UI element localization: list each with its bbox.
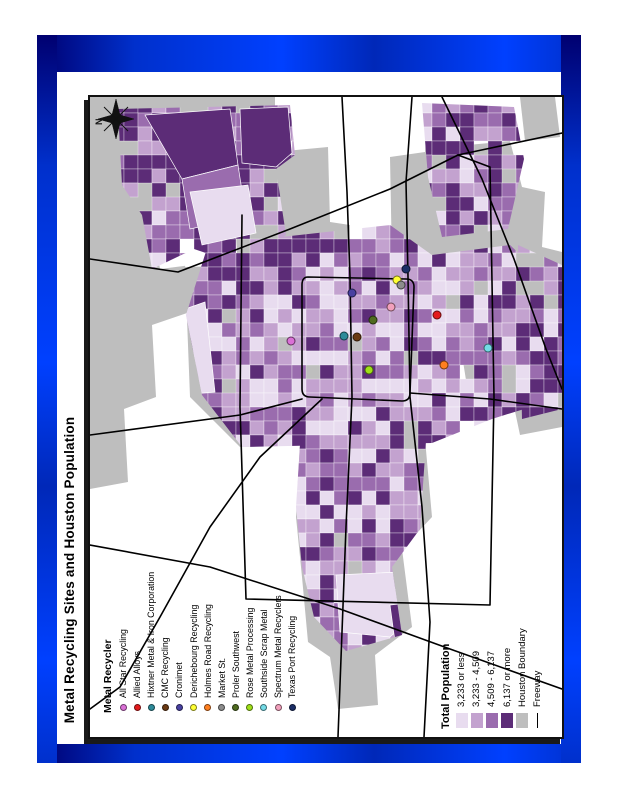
site-label: Rose Metal Processing	[244, 607, 255, 698]
metal-recycler-legend-items: All Star Recycling Allied Alloys Hixtner…	[116, 535, 299, 713]
legend-item: Allied Alloys	[130, 535, 144, 713]
freeway-line-icon	[537, 713, 539, 728]
legend-item: Rose Metal Processing	[243, 535, 257, 713]
legend-item: Proler Southwest	[229, 535, 243, 713]
site-label: Spectrum Metal Recyclers	[273, 595, 284, 698]
site-label: Holmes Road Recycling	[202, 604, 213, 698]
population-class-label: 6,137 or more	[501, 647, 513, 707]
population-class-swatch	[501, 713, 514, 728]
slide-frame-left	[37, 35, 57, 763]
houston-boundary-legend-row: Houston Boundary	[515, 593, 530, 729]
site-marker	[439, 360, 449, 370]
legend-item: Holmes Road Recycling	[201, 535, 215, 713]
north-label: N	[94, 119, 104, 126]
site-marker	[339, 331, 349, 341]
site-markers-layer	[90, 97, 562, 737]
site-dot-icon	[232, 704, 240, 711]
population-class-label: 3,233 or less	[456, 652, 468, 707]
slide-frame-right	[561, 35, 581, 763]
population-legend-items: 3,233 or less 3,233 - 4,509 4,509 - 6,13…	[454, 593, 515, 729]
site-label: All Star Recycling	[118, 629, 129, 698]
site-dot-icon	[175, 704, 183, 711]
metal-recycler-legend: Metal Recycler All Star Recycling Allied…	[101, 535, 313, 713]
freeway-lines	[90, 97, 562, 737]
site-dot-icon	[246, 704, 254, 711]
site-dot-icon	[218, 704, 226, 711]
site-dot-icon	[133, 704, 141, 711]
site-label: Derichebourg Recycling	[188, 604, 199, 698]
population-legend-title: Total Population	[440, 643, 452, 729]
site-dot-icon	[190, 704, 198, 711]
site-dot-icon	[161, 704, 169, 711]
site-label: Allied Alloys	[132, 651, 143, 698]
population-class-row: 4,509 - 6,137	[484, 593, 499, 729]
site-marker	[483, 343, 493, 353]
site-marker	[347, 288, 357, 298]
site-label: Southside Scrap Metal	[258, 609, 269, 698]
population-class-swatch	[485, 713, 498, 728]
legend-item: All Star Recycling	[116, 535, 130, 713]
legend-item: Texas Port Recycling	[285, 535, 299, 713]
north-arrow-icon: N	[94, 98, 135, 140]
freeway-legend-row: Freeway	[530, 593, 545, 729]
legend-item: Spectrum Metal Recyclers	[271, 535, 285, 713]
site-label: Market St.	[216, 657, 227, 698]
page-title: Metal Recycling Sites and Houston Popula…	[62, 416, 77, 724]
site-label: Cronimet	[174, 662, 185, 698]
legend-item: Cronimet	[172, 535, 186, 713]
site-marker	[396, 280, 406, 290]
site-dot-icon	[119, 704, 127, 711]
freeway-label: Freeway	[532, 670, 544, 707]
site-label: Proler Southwest	[230, 631, 241, 698]
site-dot-icon	[260, 704, 268, 711]
population-class-row: 3,233 - 4,509	[469, 593, 484, 729]
site-dot-icon	[147, 704, 155, 711]
legend-item: CMC Recycling	[158, 535, 172, 713]
site-dot-icon	[204, 704, 212, 711]
map-frame: N	[88, 95, 564, 739]
legend-item: Derichebourg Recycling	[186, 535, 200, 713]
legend-item: Southside Scrap Metal	[257, 535, 271, 713]
slide-frame-top	[37, 35, 581, 72]
site-label: Texas Port Recycling	[287, 615, 298, 698]
site-label: CMC Recycling	[160, 637, 171, 698]
site-dot-icon	[288, 704, 296, 711]
population-class-swatch	[470, 713, 483, 728]
population-class-label: 4,509 - 6,137	[486, 651, 498, 707]
population-class-row: 3,233 or less	[454, 593, 469, 729]
houston-map: N	[90, 97, 562, 737]
population-legend: Total Population 3,233 or less 3,233 - 4…	[438, 593, 548, 729]
site-marker	[286, 336, 296, 346]
site-marker	[352, 332, 362, 342]
site-marker	[364, 365, 374, 375]
houston-boundary-swatch	[516, 713, 529, 728]
slide-frame-bottom	[37, 744, 581, 763]
population-class-swatch	[455, 713, 468, 728]
site-marker	[368, 315, 378, 325]
population-class-row: 6,137 or more	[500, 593, 515, 729]
site-label: Hixtner Metal & Iron Corporation	[146, 571, 157, 698]
site-marker	[401, 264, 411, 274]
site-marker	[432, 310, 442, 320]
site-dot-icon	[274, 704, 282, 711]
metal-recycler-legend-title: Metal Recycler	[102, 639, 114, 713]
population-class-label: 3,233 - 4,509	[471, 651, 483, 707]
site-marker	[386, 302, 396, 312]
legend-item: Hixtner Metal & Iron Corporation	[144, 535, 158, 713]
houston-boundary-label: Houston Boundary	[516, 628, 528, 707]
legend-item: Market St.	[215, 535, 229, 713]
